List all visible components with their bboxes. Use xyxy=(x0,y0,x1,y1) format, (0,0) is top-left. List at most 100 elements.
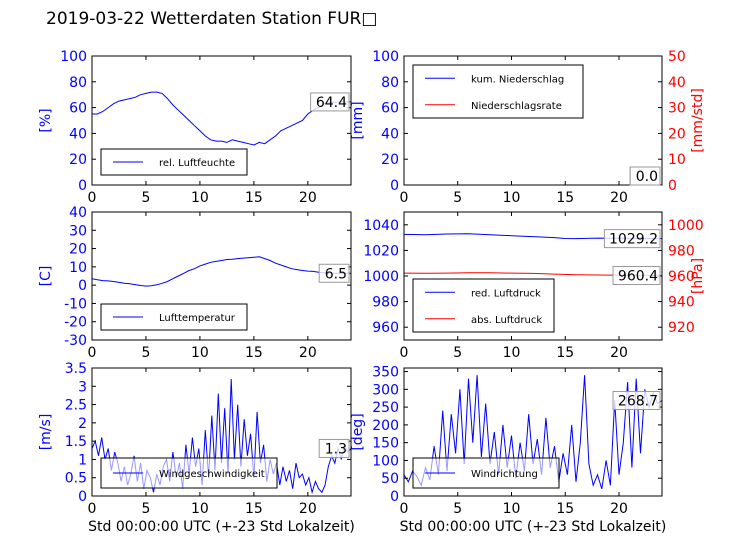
pressure-panel: 0 5 10 15 20 960 980 1000 1020 1040 920 940 960 980 10… xyxy=(363,211,706,361)
windspeed-current-value-box xyxy=(318,438,350,458)
windspeed-x-tick-label: 0 xyxy=(88,501,97,517)
precipitation-x-tick-label: 15 xyxy=(556,190,574,206)
precipitation-y-tick-label: 20 xyxy=(381,152,399,168)
winddirection-y-tick-label: 150 xyxy=(372,436,399,452)
precipitation-panel: 0 5 10 15 20 0 20 40 60 80 100 0 10 20 30 40 50 [mm] [mm/s… xyxy=(350,49,706,206)
winddirection-x-tick-label: 15 xyxy=(556,501,574,517)
temperature-y-tick-label: 10 xyxy=(69,260,87,276)
page-title: 2019-03-22 Wetterdaten Station FUR□ xyxy=(46,9,378,29)
windspeed-y-axis-label: [m/s] xyxy=(38,414,54,451)
temperature-y-tick-label: 30 xyxy=(69,223,87,239)
humidity-y-tick-label: 80 xyxy=(69,75,87,91)
pressure-legend-label-1: abs. Luftdruck xyxy=(471,315,542,326)
temperature-x-tick-label: 10 xyxy=(191,345,209,361)
temperature-axes-frame xyxy=(91,211,352,341)
pressure-x-tick-label: 20 xyxy=(610,345,628,361)
humidity-y-axis-label: [%] xyxy=(38,108,54,132)
pressure-current-value: 1029.2 xyxy=(609,232,658,248)
winddirection-y-tick-label: 350 xyxy=(372,365,399,381)
precipitation-current-value-2: 0.0 xyxy=(636,169,658,185)
pressure-y-tick-label: 1040 xyxy=(363,218,399,234)
temperature-current-value-box xyxy=(318,263,350,283)
precipitation-x-tick-label: 5 xyxy=(453,190,462,206)
pressure-y2-tick-label: 960 xyxy=(668,269,695,285)
temperature-x-tick-label: 0 xyxy=(88,345,97,361)
humidity-x-tick-label: 10 xyxy=(191,190,209,206)
humidity-series-line-0 xyxy=(92,91,351,146)
humidity-current-value-box xyxy=(310,92,350,112)
precipitation-y2-tick-label: 0 xyxy=(668,178,677,194)
pressure-y-tick-label: 1000 xyxy=(363,269,399,285)
winddirection-legend-label-0: Windrichtung xyxy=(471,469,538,480)
temperature-x-tick-label: 20 xyxy=(299,345,317,361)
winddirection-axes-frame xyxy=(403,367,663,497)
temperature-y-tick-label: -30 xyxy=(64,333,87,349)
precipitation-y-axis-label: [mm] xyxy=(350,101,366,139)
pressure-legend-label-0: red. Luftdruck xyxy=(471,288,541,299)
humidity-x-tick-label: 20 xyxy=(299,190,317,206)
temperature-y-tick-label: 0 xyxy=(78,278,87,294)
precipitation-y-tick-label: 40 xyxy=(381,126,399,142)
pressure-y2-tick-label: 1000 xyxy=(668,218,704,234)
windspeed-y-tick-label: 3.5 xyxy=(65,361,87,377)
winddirection-x-axis-label: Std 00:00:00 UTC (+-23 Std Lokalzeit) xyxy=(400,519,667,535)
humidity-y-tick-label: 100 xyxy=(60,49,87,65)
winddirection-y-tick-label: 100 xyxy=(372,453,399,469)
temperature-y-tick-label: -20 xyxy=(64,315,87,331)
windspeed-x-tick-label: 20 xyxy=(299,501,317,517)
temperature-y-axis-label: [C] xyxy=(38,266,54,287)
pressure-current-value-2-box xyxy=(612,265,661,285)
precipitation-y2-tick-label: 50 xyxy=(668,49,686,65)
temperature-current-value: 6.5 xyxy=(325,266,347,282)
winddirection-x-tick-label: 0 xyxy=(400,501,409,517)
windspeed-x-tick-label: 5 xyxy=(141,501,150,517)
precipitation-x-tick-label: 20 xyxy=(610,190,628,206)
humidity-y-tick-label: 60 xyxy=(69,101,87,117)
winddirection-current-value-box xyxy=(612,390,661,410)
pressure-x-tick-label: 10 xyxy=(503,345,521,361)
windspeed-x-tick-label: 10 xyxy=(191,501,209,517)
windspeed-y-tick-label: 1.5 xyxy=(65,434,87,450)
precipitation-y-tick-label: 100 xyxy=(372,49,399,65)
windspeed-x-tick-label: 15 xyxy=(245,501,263,517)
pressure-x-tick-label: 5 xyxy=(453,345,462,361)
precipitation-y2-tick-label: 30 xyxy=(668,101,686,117)
temperature-legend-label-0: Lufttemperatur xyxy=(159,313,236,324)
pressure-y2-tick-label: 980 xyxy=(668,243,695,259)
pressure-x-tick-label: 15 xyxy=(556,345,574,361)
winddirection-x-tick-label: 5 xyxy=(453,501,462,517)
precipitation-legend-label-0: kum. Niederschlag xyxy=(471,74,564,85)
precipitation-current-value-2-box xyxy=(629,166,661,186)
humidity-axes-frame xyxy=(91,55,352,186)
precipitation-x-tick-label: 0 xyxy=(400,190,409,206)
humidity-x-tick-label: 0 xyxy=(88,190,97,206)
humidity-y-tick-label: 20 xyxy=(69,152,87,168)
winddirection-y-tick-label: 200 xyxy=(372,418,399,434)
pressure-y-tick-label: 1020 xyxy=(363,243,399,259)
precipitation-y2-tick-label: 40 xyxy=(668,75,686,91)
precipitation-legend xyxy=(412,64,584,119)
windspeed-y-tick-label: 2 xyxy=(78,416,87,432)
precipitation-axes-frame xyxy=(403,55,663,186)
precipitation-legend-label-1: Niederschlagsrate xyxy=(471,101,562,112)
windspeed-legend xyxy=(100,457,278,489)
temperature-y-tick-label: -10 xyxy=(64,296,87,312)
winddirection-y-tick-label: 0 xyxy=(390,489,399,505)
humidity-panel: 0 5 10 15 20 0 20 40 60 80 100 [%] 64.4 rel. Luftfeuc… xyxy=(38,49,352,206)
humidity-legend xyxy=(100,148,248,176)
windspeed-current-value: 1.3 xyxy=(325,441,347,457)
precipitation-y-tick-label: 0 xyxy=(390,178,399,194)
winddirection-y-tick-label: 250 xyxy=(372,400,399,416)
winddirection-x-tick-label: 20 xyxy=(610,501,628,517)
temperature-x-tick-label: 5 xyxy=(141,345,150,361)
humidity-legend-label-0: rel. Luftfeuchte xyxy=(159,158,235,169)
winddirection-current-value: 268.7 xyxy=(618,393,658,409)
pressure-y2-axis-label: [hPa] xyxy=(690,258,706,294)
temperature-panel: 0 5 10 15 20 -30 -20 -10 0 10 20 30 40 [C] 6.5 Lufttemp… xyxy=(38,205,352,361)
windspeed-axes-frame xyxy=(91,367,352,497)
temperature-y-tick-label: 40 xyxy=(69,205,87,221)
humidity-x-tick-label: 15 xyxy=(245,190,263,206)
